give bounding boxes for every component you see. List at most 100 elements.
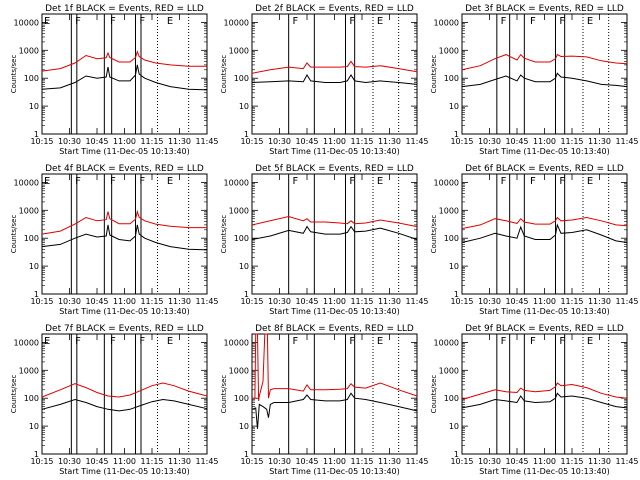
- x-tick-label: 11:30: [378, 297, 401, 306]
- x-tick-label: 11:00: [533, 297, 556, 306]
- x-tick-label: 10:30: [268, 137, 291, 146]
- y-tick-label: 1000: [439, 366, 459, 375]
- y-axis-label: Counts/sec: [430, 215, 438, 254]
- x-tick-label: 10:45: [295, 137, 318, 146]
- x-axis-label: Start Time (11-Dec-05 10:13:40): [269, 147, 400, 156]
- panel-title: Det 9f BLACK = Events, RED = LLD: [465, 324, 624, 334]
- event-marker-label: F: [559, 176, 565, 187]
- event-marker-label: F: [293, 336, 299, 347]
- event-marker-label: F: [293, 16, 299, 27]
- y-tick-label: 100: [234, 234, 249, 243]
- x-tick-label: 10:15: [30, 297, 53, 306]
- x-tick-label: 10:15: [450, 297, 473, 306]
- detector-panel-9: Det 9f BLACK = Events, RED = LLD 1 10 100 10…: [430, 324, 639, 476]
- x-tick-label: 11:30: [378, 137, 401, 146]
- x-tick-label: 11:00: [323, 457, 346, 466]
- event-marker-label: E: [44, 176, 50, 187]
- x-tick-label: 10:45: [85, 457, 108, 466]
- panel-title: Det 8f BLACK = Events, RED = LLD: [255, 324, 414, 334]
- y-tick-label: 1000: [19, 46, 39, 55]
- event-marker-label: F: [75, 176, 81, 187]
- detector-panel-7: Det 7f BLACK = Events, RED = LLD 1 10 100 10…: [10, 324, 219, 476]
- event-marker-label: E: [167, 336, 173, 347]
- event-marker-label: E: [44, 16, 50, 27]
- x-tick-label: 11:30: [588, 137, 611, 146]
- y-tick-label: 1: [244, 450, 249, 459]
- x-tick-label: 11:15: [140, 457, 163, 466]
- y-axis-label: Counts/sec: [220, 55, 228, 94]
- x-tick-label: 11:15: [560, 137, 583, 146]
- x-tick-label: 11:30: [168, 137, 191, 146]
- x-tick-label: 11:45: [405, 297, 428, 306]
- x-tick-label: 10:30: [58, 137, 81, 146]
- x-tick-label: 10:45: [505, 297, 528, 306]
- plot-frame: [461, 13, 628, 135]
- x-axis-label: Start Time (11-Dec-05 10:13:40): [479, 147, 610, 156]
- x-tick-label: 10:30: [58, 457, 81, 466]
- event-marker-label: F: [75, 16, 81, 27]
- y-tick-label: 1: [34, 130, 39, 139]
- detector-panel-4: Det 4f BLACK = Events, RED = LLD 1 10 100 10…: [10, 164, 219, 316]
- x-tick-label: 11:15: [560, 297, 583, 306]
- y-tick-label: 100: [444, 394, 459, 403]
- y-axis-label: Counts/sec: [10, 215, 18, 254]
- event-marker-label: F: [110, 16, 116, 27]
- series-events: [251, 225, 418, 240]
- x-tick-label: 10:30: [268, 297, 291, 306]
- event-marker-label: F: [530, 336, 536, 347]
- x-tick-label: 11:00: [113, 297, 136, 306]
- y-tick-label: 10: [449, 422, 459, 431]
- y-tick-label: 100: [444, 234, 459, 243]
- y-tick-label: 10: [449, 262, 459, 271]
- x-tick-label: 11:30: [378, 457, 401, 466]
- series-lld: [41, 382, 208, 398]
- y-axis-label: Counts/sec: [10, 55, 18, 94]
- event-marker-label: F: [501, 336, 507, 347]
- series-lld: [251, 60, 418, 74]
- x-tick-label: 11:30: [168, 297, 191, 306]
- event-marker-label: F: [349, 16, 355, 27]
- x-tick-label: 10:30: [58, 297, 81, 306]
- x-tick-label: 11:00: [533, 457, 556, 466]
- event-marker-label: F: [75, 336, 81, 347]
- y-tick-label: 1: [244, 290, 249, 299]
- detector-panel-6: Det 6f BLACK = Events, RED = LLD 1 10 100 10…: [430, 164, 639, 316]
- y-tick-label: 10: [29, 102, 39, 111]
- series-events: [41, 398, 208, 412]
- event-marker-label: F: [530, 176, 536, 187]
- series-lld: [461, 216, 628, 230]
- series-events: [251, 392, 418, 429]
- x-tick-label: 10:15: [450, 137, 473, 146]
- series-lld: [461, 382, 628, 400]
- x-tick-label: 11:15: [140, 137, 163, 146]
- x-tick-label: 11:45: [195, 457, 218, 466]
- x-tick-label: 11:30: [168, 457, 191, 466]
- series-events: [251, 74, 418, 85]
- detector-panel-3: Det 3f BLACK = Events, RED = LLD 1 10 100 10…: [430, 4, 639, 156]
- y-tick-label: 1: [34, 450, 39, 459]
- event-marker-label: F: [110, 336, 116, 347]
- x-axis-label: Start Time (11-Dec-05 10:13:40): [479, 307, 610, 316]
- event-marker-label: E: [587, 336, 593, 347]
- y-tick-label: 10: [449, 102, 459, 111]
- event-marker-label: E: [377, 336, 383, 347]
- event-marker-label: F: [139, 16, 145, 27]
- plot-frame: [251, 13, 418, 135]
- event-marker-label: E: [377, 176, 383, 187]
- series-events: [41, 224, 208, 251]
- y-axis-label: Counts/sec: [430, 55, 438, 94]
- x-tick-label: 11:45: [615, 457, 638, 466]
- series-events: [461, 223, 628, 243]
- series-events: [461, 392, 628, 409]
- y-tick-label: 10: [29, 422, 39, 431]
- x-tick-label: 11:45: [615, 297, 638, 306]
- y-tick-label: 100: [234, 74, 249, 83]
- y-tick-label: 10000: [224, 178, 249, 187]
- x-axis-label: Start Time (11-Dec-05 10:13:40): [479, 467, 610, 476]
- panel-title: Det 1f BLACK = Events, RED = LLD: [45, 4, 204, 14]
- y-tick-label: 1000: [439, 46, 459, 55]
- x-tick-label: 10:45: [85, 297, 108, 306]
- y-tick-label: 10000: [224, 338, 249, 347]
- x-tick-label: 10:30: [268, 457, 291, 466]
- series-lld: [41, 50, 207, 72]
